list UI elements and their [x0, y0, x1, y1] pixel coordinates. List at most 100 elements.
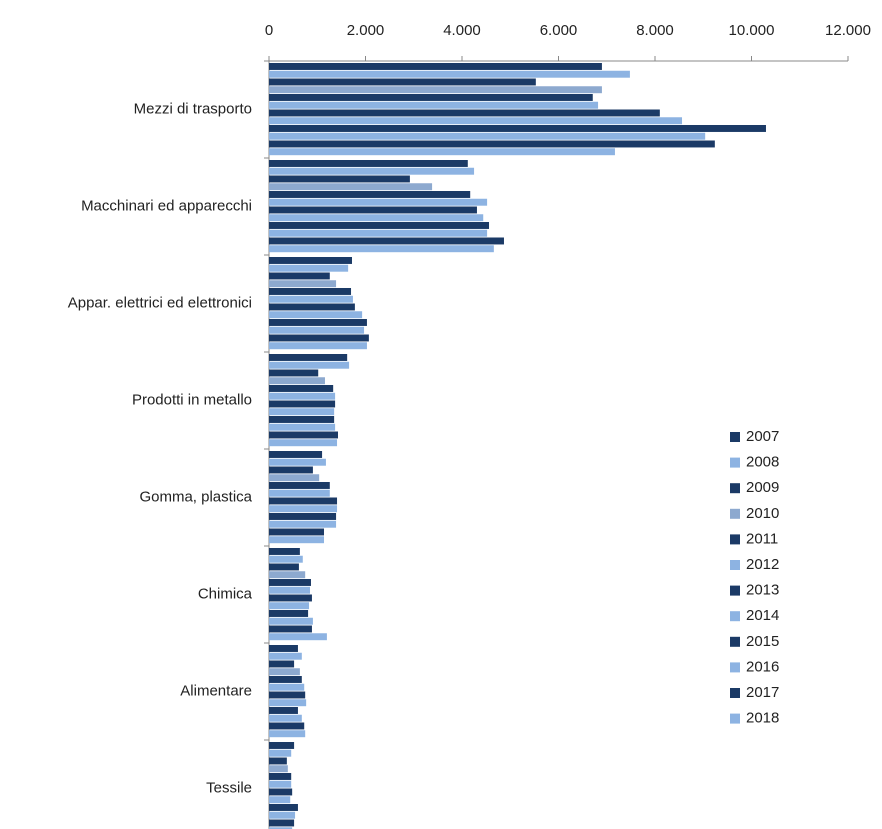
bar	[269, 617, 313, 625]
bar	[269, 175, 410, 183]
bar	[269, 86, 602, 94]
bar	[269, 423, 336, 431]
bar	[269, 361, 350, 369]
bar	[269, 183, 433, 191]
legend-swatch	[730, 560, 740, 570]
legend-swatch	[730, 432, 740, 442]
legend-swatch	[730, 688, 740, 698]
bar	[269, 722, 305, 730]
bar	[269, 222, 490, 229]
bar	[269, 602, 310, 610]
bar	[269, 214, 484, 222]
bar	[269, 94, 593, 101]
bar	[269, 714, 302, 722]
bar	[269, 288, 352, 295]
legend-swatch	[730, 483, 740, 494]
y-tick-label: Gomma, plastica	[139, 488, 252, 505]
y-tick-label: Mezzi di trasporto	[134, 100, 252, 117]
legend-swatch	[730, 611, 740, 622]
legend-label: 2008	[746, 454, 779, 471]
bar	[269, 699, 307, 707]
bar	[269, 416, 335, 423]
bar	[269, 466, 313, 474]
bar	[269, 586, 311, 594]
x-tick-label: 0	[265, 22, 273, 39]
bar	[269, 295, 353, 303]
legend-swatch	[730, 457, 740, 468]
bar	[269, 796, 291, 804]
y-tick-label: Macchinari ed apparecchi	[81, 197, 252, 214]
bar	[269, 765, 288, 773]
legend-label: 2017	[746, 684, 779, 701]
bar	[269, 742, 295, 749]
bar	[269, 125, 766, 132]
x-tick-label: 8.000	[636, 22, 674, 39]
bar	[269, 594, 312, 602]
bar	[269, 555, 303, 563]
x-tick-label: 4.000	[443, 22, 481, 39]
legend-label: 2016	[746, 658, 779, 675]
bar	[269, 101, 599, 109]
bar	[269, 257, 352, 264]
bar	[269, 326, 365, 334]
bar	[269, 272, 330, 280]
bar	[269, 683, 305, 691]
x-tick-label: 6.000	[540, 22, 578, 39]
bar	[269, 245, 494, 253]
legend-swatch	[730, 534, 740, 545]
y-tick-label: Prodotti in metallo	[132, 391, 252, 408]
bar	[269, 385, 334, 392]
bar	[269, 548, 300, 555]
bar	[269, 773, 292, 780]
bar	[269, 633, 327, 641]
bar	[269, 78, 536, 86]
bar	[269, 342, 367, 350]
bar	[269, 392, 336, 400]
bar	[269, 354, 348, 361]
bar	[269, 513, 337, 520]
bar	[269, 280, 337, 288]
legend-label: 2013	[746, 582, 779, 599]
bar	[269, 579, 311, 586]
bar	[269, 148, 615, 156]
bar	[269, 563, 299, 571]
bar	[269, 369, 319, 377]
bar	[269, 191, 471, 198]
legend-label: 2011	[746, 530, 778, 547]
bar	[269, 668, 300, 676]
legend-label: 2012	[746, 556, 779, 573]
bar	[269, 132, 706, 140]
bar	[269, 109, 660, 117]
bar	[269, 691, 306, 699]
bar	[269, 757, 287, 765]
legend-swatch	[730, 662, 740, 673]
bar	[269, 660, 295, 668]
bar	[269, 497, 338, 505]
x-tick-label: 10.000	[729, 22, 775, 39]
legend-label: 2007	[746, 428, 779, 445]
bar	[269, 408, 335, 416]
bar	[269, 63, 602, 70]
bar	[269, 571, 306, 579]
bar	[269, 528, 325, 536]
bar	[269, 730, 306, 738]
y-tick-label: Alimentare	[180, 682, 252, 699]
bar	[269, 206, 477, 214]
bar	[269, 749, 292, 757]
legend-label: 2009	[746, 479, 779, 496]
bar	[269, 707, 298, 714]
bar	[269, 198, 488, 206]
bar	[269, 780, 292, 788]
legend-label: 2014	[746, 607, 779, 624]
bar	[269, 451, 323, 458]
x-tick-label: 12.000	[825, 22, 871, 39]
bar	[269, 811, 296, 819]
bar	[269, 482, 330, 489]
legend-swatch	[730, 713, 740, 724]
bar	[269, 117, 683, 125]
bar	[269, 827, 293, 829]
bar	[269, 167, 475, 175]
bar	[269, 237, 504, 245]
bar	[269, 652, 302, 660]
